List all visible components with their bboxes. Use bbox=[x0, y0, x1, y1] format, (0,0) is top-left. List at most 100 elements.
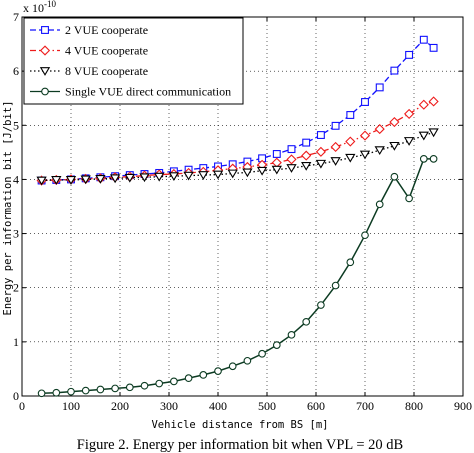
data-point bbox=[80, 175, 91, 185]
data-point bbox=[404, 108, 415, 119]
data-point bbox=[125, 383, 134, 392]
data-point bbox=[418, 99, 429, 110]
data-point bbox=[37, 389, 46, 398]
x-tick-label: 700 bbox=[356, 399, 374, 413]
data-point bbox=[96, 385, 105, 394]
legend-marker bbox=[41, 87, 49, 96]
legend-label: 4 VUE cooperate bbox=[65, 44, 148, 58]
legend-entry: 2 VUE cooperate bbox=[30, 23, 148, 37]
data-point bbox=[429, 43, 438, 52]
data-point bbox=[389, 141, 400, 151]
data-point bbox=[429, 155, 438, 163]
data-point bbox=[95, 174, 106, 184]
axis-multiplier-exponent: -10 bbox=[44, 0, 56, 9]
data-point bbox=[301, 150, 312, 161]
axis-multiplier-base: x 10 bbox=[23, 1, 44, 15]
data-point bbox=[374, 146, 385, 156]
axis-ticks: 0 100 200 300 400 500 600 700 800 900 0 1 2 3 4 5 6 7 bbox=[13, 10, 472, 413]
x-tick-label: 900 bbox=[454, 399, 472, 413]
data-point bbox=[315, 159, 327, 169]
series-line bbox=[41, 158, 434, 395]
x-tick-label: 300 bbox=[160, 399, 178, 413]
legend-marker bbox=[39, 45, 51, 56]
data-point bbox=[256, 166, 268, 176]
legend-marker bbox=[41, 26, 49, 34]
x-tick-label: 100 bbox=[62, 399, 80, 413]
x-tick-label: 600 bbox=[307, 399, 325, 413]
data-point bbox=[228, 362, 237, 371]
series-line bbox=[41, 38, 435, 182]
data-point bbox=[390, 66, 399, 75]
y-tick-label: 6 bbox=[13, 64, 19, 78]
legend-entry: 8 VUE cooperate bbox=[30, 64, 148, 78]
data-point bbox=[51, 176, 62, 185]
y-tick-label: 2 bbox=[13, 281, 19, 295]
data-point bbox=[330, 157, 341, 166]
data-point bbox=[345, 136, 356, 147]
data-point bbox=[374, 123, 385, 135]
data-point bbox=[331, 281, 340, 290]
legend-entry: Single VUE direct communication bbox=[30, 85, 231, 99]
data-point bbox=[168, 172, 180, 182]
legend-marker bbox=[39, 67, 51, 76]
y-tick-label: 0 bbox=[13, 389, 19, 403]
series-line bbox=[41, 100, 434, 182]
data-point bbox=[170, 377, 178, 386]
data-point bbox=[346, 111, 355, 119]
data-point bbox=[419, 35, 428, 44]
data-point bbox=[272, 341, 281, 349]
data-point bbox=[242, 168, 253, 178]
data-point bbox=[286, 164, 297, 173]
data-point bbox=[227, 169, 238, 179]
figure-caption: Figure 2. Energy per information bit whe… bbox=[77, 437, 403, 453]
data-point bbox=[389, 116, 400, 128]
legend-label: Single VUE direct communication bbox=[65, 85, 231, 99]
data-point bbox=[345, 153, 356, 163]
data-point bbox=[183, 171, 194, 181]
data-point bbox=[346, 258, 355, 267]
data-point bbox=[418, 131, 429, 141]
data-point bbox=[139, 173, 150, 183]
data-point bbox=[419, 155, 428, 163]
data-point bbox=[258, 349, 266, 358]
y-tick-label: 3 bbox=[13, 227, 19, 241]
data-point bbox=[405, 194, 413, 203]
data-point bbox=[316, 131, 325, 139]
x-tick-label: 500 bbox=[258, 399, 276, 413]
data-point bbox=[286, 154, 297, 165]
plot-frame bbox=[21, 16, 464, 397]
data-point bbox=[140, 381, 149, 390]
data-point bbox=[67, 387, 75, 396]
data-point bbox=[375, 200, 384, 209]
data-point bbox=[361, 98, 369, 106]
data-point bbox=[331, 121, 340, 130]
x-axis-label: Vehicle distance from BS [m] bbox=[151, 419, 328, 431]
y-tick-label: 7 bbox=[13, 10, 19, 24]
y-axis-label: Energy per information bit [J/bit] bbox=[2, 101, 14, 316]
series-2 bbox=[36, 96, 439, 186]
data-point bbox=[154, 172, 165, 182]
data-point bbox=[315, 146, 326, 157]
data-point bbox=[155, 379, 164, 388]
x-tick-label: 200 bbox=[111, 399, 129, 413]
data-point bbox=[287, 330, 296, 339]
series-line bbox=[41, 131, 434, 182]
data-point bbox=[359, 130, 371, 141]
data-point bbox=[301, 161, 312, 171]
legend-label: 8 VUE cooperate bbox=[65, 64, 148, 78]
data-point bbox=[317, 301, 325, 309]
y-tick-label: 1 bbox=[13, 335, 19, 349]
data-point bbox=[199, 371, 208, 379]
data-point bbox=[198, 171, 209, 180]
series-4 bbox=[37, 155, 438, 398]
data-point bbox=[359, 150, 371, 160]
data-point bbox=[375, 83, 384, 92]
data-point bbox=[65, 176, 77, 185]
data-point bbox=[361, 231, 369, 240]
data-point bbox=[390, 172, 399, 181]
legend-box bbox=[23, 17, 244, 105]
data-point bbox=[111, 384, 119, 393]
data-point bbox=[302, 317, 311, 326]
legend-label: 2 VUE cooperate bbox=[65, 23, 148, 37]
